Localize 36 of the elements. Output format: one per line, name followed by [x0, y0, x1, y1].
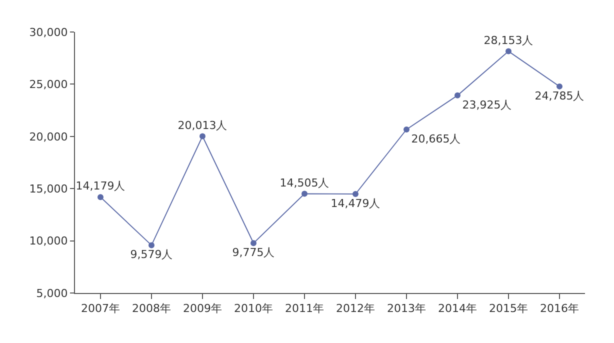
y-tick-label: 15,000 [29, 182, 68, 196]
y-tick-label: 30,000 [29, 26, 68, 39]
x-tick-label: 2015年 [489, 302, 528, 316]
point [506, 48, 512, 54]
x-tick-label: 2014年 [438, 302, 477, 316]
data-label: 9,775人 [232, 246, 275, 260]
data-label: 14,479人 [330, 197, 380, 210]
point [148, 242, 154, 248]
data-label: 24,785人 [534, 89, 584, 102]
x-tick-label: 2009年 [183, 302, 222, 316]
data-label: 28,153人 [484, 34, 534, 47]
y-tick-label: 25,000 [29, 78, 68, 92]
data-label: 23,925人 [462, 98, 512, 112]
x-tick-label: 2012年 [336, 302, 375, 316]
point [302, 190, 308, 197]
point [98, 194, 104, 200]
x-tick-label: 2008年 [132, 302, 171, 316]
point [250, 240, 256, 246]
x-tick-label: 2007年 [81, 302, 120, 316]
point [404, 126, 410, 132]
x-tick-label: 2016年 [540, 302, 579, 316]
x-tick-label: 2010年 [234, 302, 273, 316]
data-label: 14,505人 [280, 176, 330, 190]
point [556, 83, 562, 90]
data-label: 9,579人 [130, 248, 173, 262]
point [352, 191, 358, 198]
point [454, 92, 460, 98]
y-tick-label: 20,000 [29, 130, 68, 144]
data-label: 20,013人 [178, 118, 228, 132]
data-label: 20,665人 [411, 132, 461, 146]
point [200, 133, 206, 140]
y-tick-label: 5,000 [36, 286, 68, 300]
x-tick-label: 2011年 [285, 302, 324, 316]
data-label: 14,179人 [76, 180, 126, 193]
y-tick-label: 10,000 [29, 234, 68, 248]
x-tick-label: 2013年 [387, 302, 426, 316]
